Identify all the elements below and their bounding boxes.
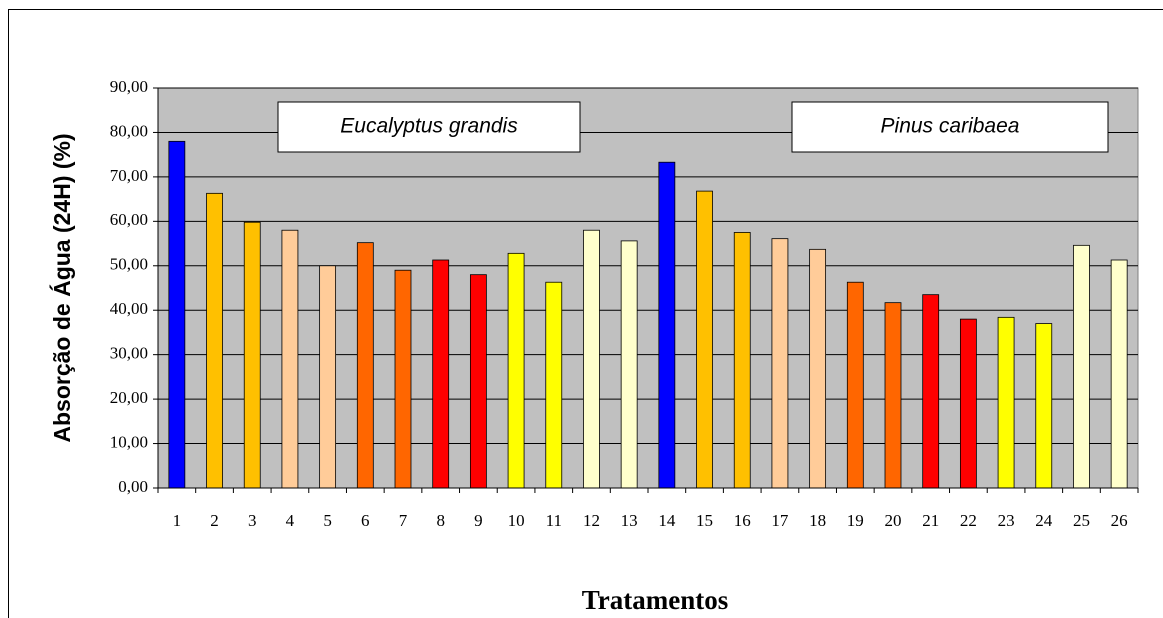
x-tick-label: 19 (847, 511, 864, 530)
bar (432, 259, 450, 489)
x-tick-label: 25 (1073, 511, 1090, 530)
annotation: Pinus caribaea (881, 115, 1020, 138)
bar (771, 238, 789, 489)
y-tick-label: 90,00 (110, 77, 148, 96)
y-tick-label: 0,00 (118, 477, 148, 496)
x-tick-label: 5 (323, 511, 332, 530)
bar (997, 316, 1015, 489)
bar (620, 240, 638, 489)
x-tick-label: 14 (658, 511, 676, 530)
y-tick-label: 10,00 (110, 432, 148, 451)
bar (884, 302, 902, 489)
x-tick-label: 17 (771, 511, 789, 530)
x-tick-label: 9 (474, 511, 483, 530)
x-tick-label: 8 (436, 511, 445, 530)
x-axis-label: Tratamentos (582, 585, 728, 615)
bar (658, 161, 676, 489)
bar (394, 269, 412, 489)
y-axis-label: Absorção de Água (24H) (%) (48, 133, 75, 442)
bar (922, 294, 940, 489)
x-tick-label: 7 (399, 511, 408, 530)
bar (168, 140, 186, 489)
x-tick-label: 3 (248, 511, 257, 530)
bar (507, 252, 525, 489)
x-tick-label: 10 (508, 511, 525, 530)
bar (583, 229, 600, 489)
x-tick-label: 16 (734, 511, 751, 530)
y-tick-label: 30,00 (110, 344, 148, 363)
x-tick-label: 1 (173, 511, 182, 530)
y-tick-label: 70,00 (110, 166, 148, 185)
x-tick-label: 6 (361, 511, 370, 530)
bar (733, 232, 751, 489)
bar (809, 248, 827, 489)
annotation: Eucalyptus grandis (340, 115, 518, 138)
bar (696, 190, 713, 489)
y-tick-label: 80,00 (110, 121, 148, 140)
bar (1073, 244, 1090, 489)
x-tick-label: 13 (621, 511, 638, 530)
annotation-box (277, 101, 581, 153)
bar (846, 281, 864, 489)
chart-frame (8, 9, 1163, 618)
x-tick-label: 23 (998, 511, 1015, 530)
bar (206, 192, 223, 489)
bar (319, 265, 337, 489)
x-tick-label: 26 (1111, 511, 1128, 530)
x-tick-label: 24 (1035, 511, 1053, 530)
x-tick-label: 21 (922, 511, 939, 530)
x-tick-label: 15 (696, 511, 713, 530)
x-tick-label: 20 (885, 511, 902, 530)
y-tick-label: 50,00 (110, 255, 148, 274)
x-tick-label: 4 (286, 511, 295, 530)
x-tick-label: 22 (960, 511, 977, 530)
bar (1110, 259, 1128, 489)
y-tick-label: 60,00 (110, 210, 148, 229)
bar (356, 242, 374, 489)
x-tick-label: 18 (809, 511, 826, 530)
y-tick-label: 20,00 (110, 388, 148, 407)
bar (545, 281, 563, 489)
bar (281, 229, 299, 489)
bar (959, 318, 977, 489)
y-tick-label: 40,00 (110, 299, 148, 318)
bar (469, 274, 487, 489)
annotation-box (791, 101, 1109, 153)
x-tick-label: 2 (210, 511, 219, 530)
bar (1035, 323, 1053, 489)
x-tick-label: 11 (546, 511, 562, 530)
x-tick-label: 12 (583, 511, 600, 530)
bar (243, 221, 261, 489)
